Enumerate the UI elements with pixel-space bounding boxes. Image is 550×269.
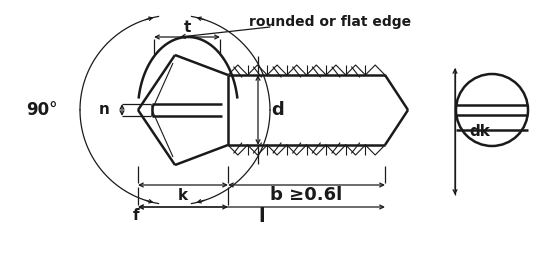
- Text: f: f: [133, 208, 139, 224]
- Text: k: k: [178, 187, 188, 203]
- Text: l: l: [258, 207, 265, 226]
- Text: n: n: [99, 102, 110, 118]
- Text: dk: dk: [469, 124, 490, 139]
- Text: 90°: 90°: [26, 101, 58, 119]
- Text: d: d: [272, 101, 284, 119]
- Text: b ≥0.6l: b ≥0.6l: [271, 186, 343, 204]
- Text: t: t: [183, 20, 191, 36]
- Text: rounded or flat edge: rounded or flat edge: [249, 15, 411, 29]
